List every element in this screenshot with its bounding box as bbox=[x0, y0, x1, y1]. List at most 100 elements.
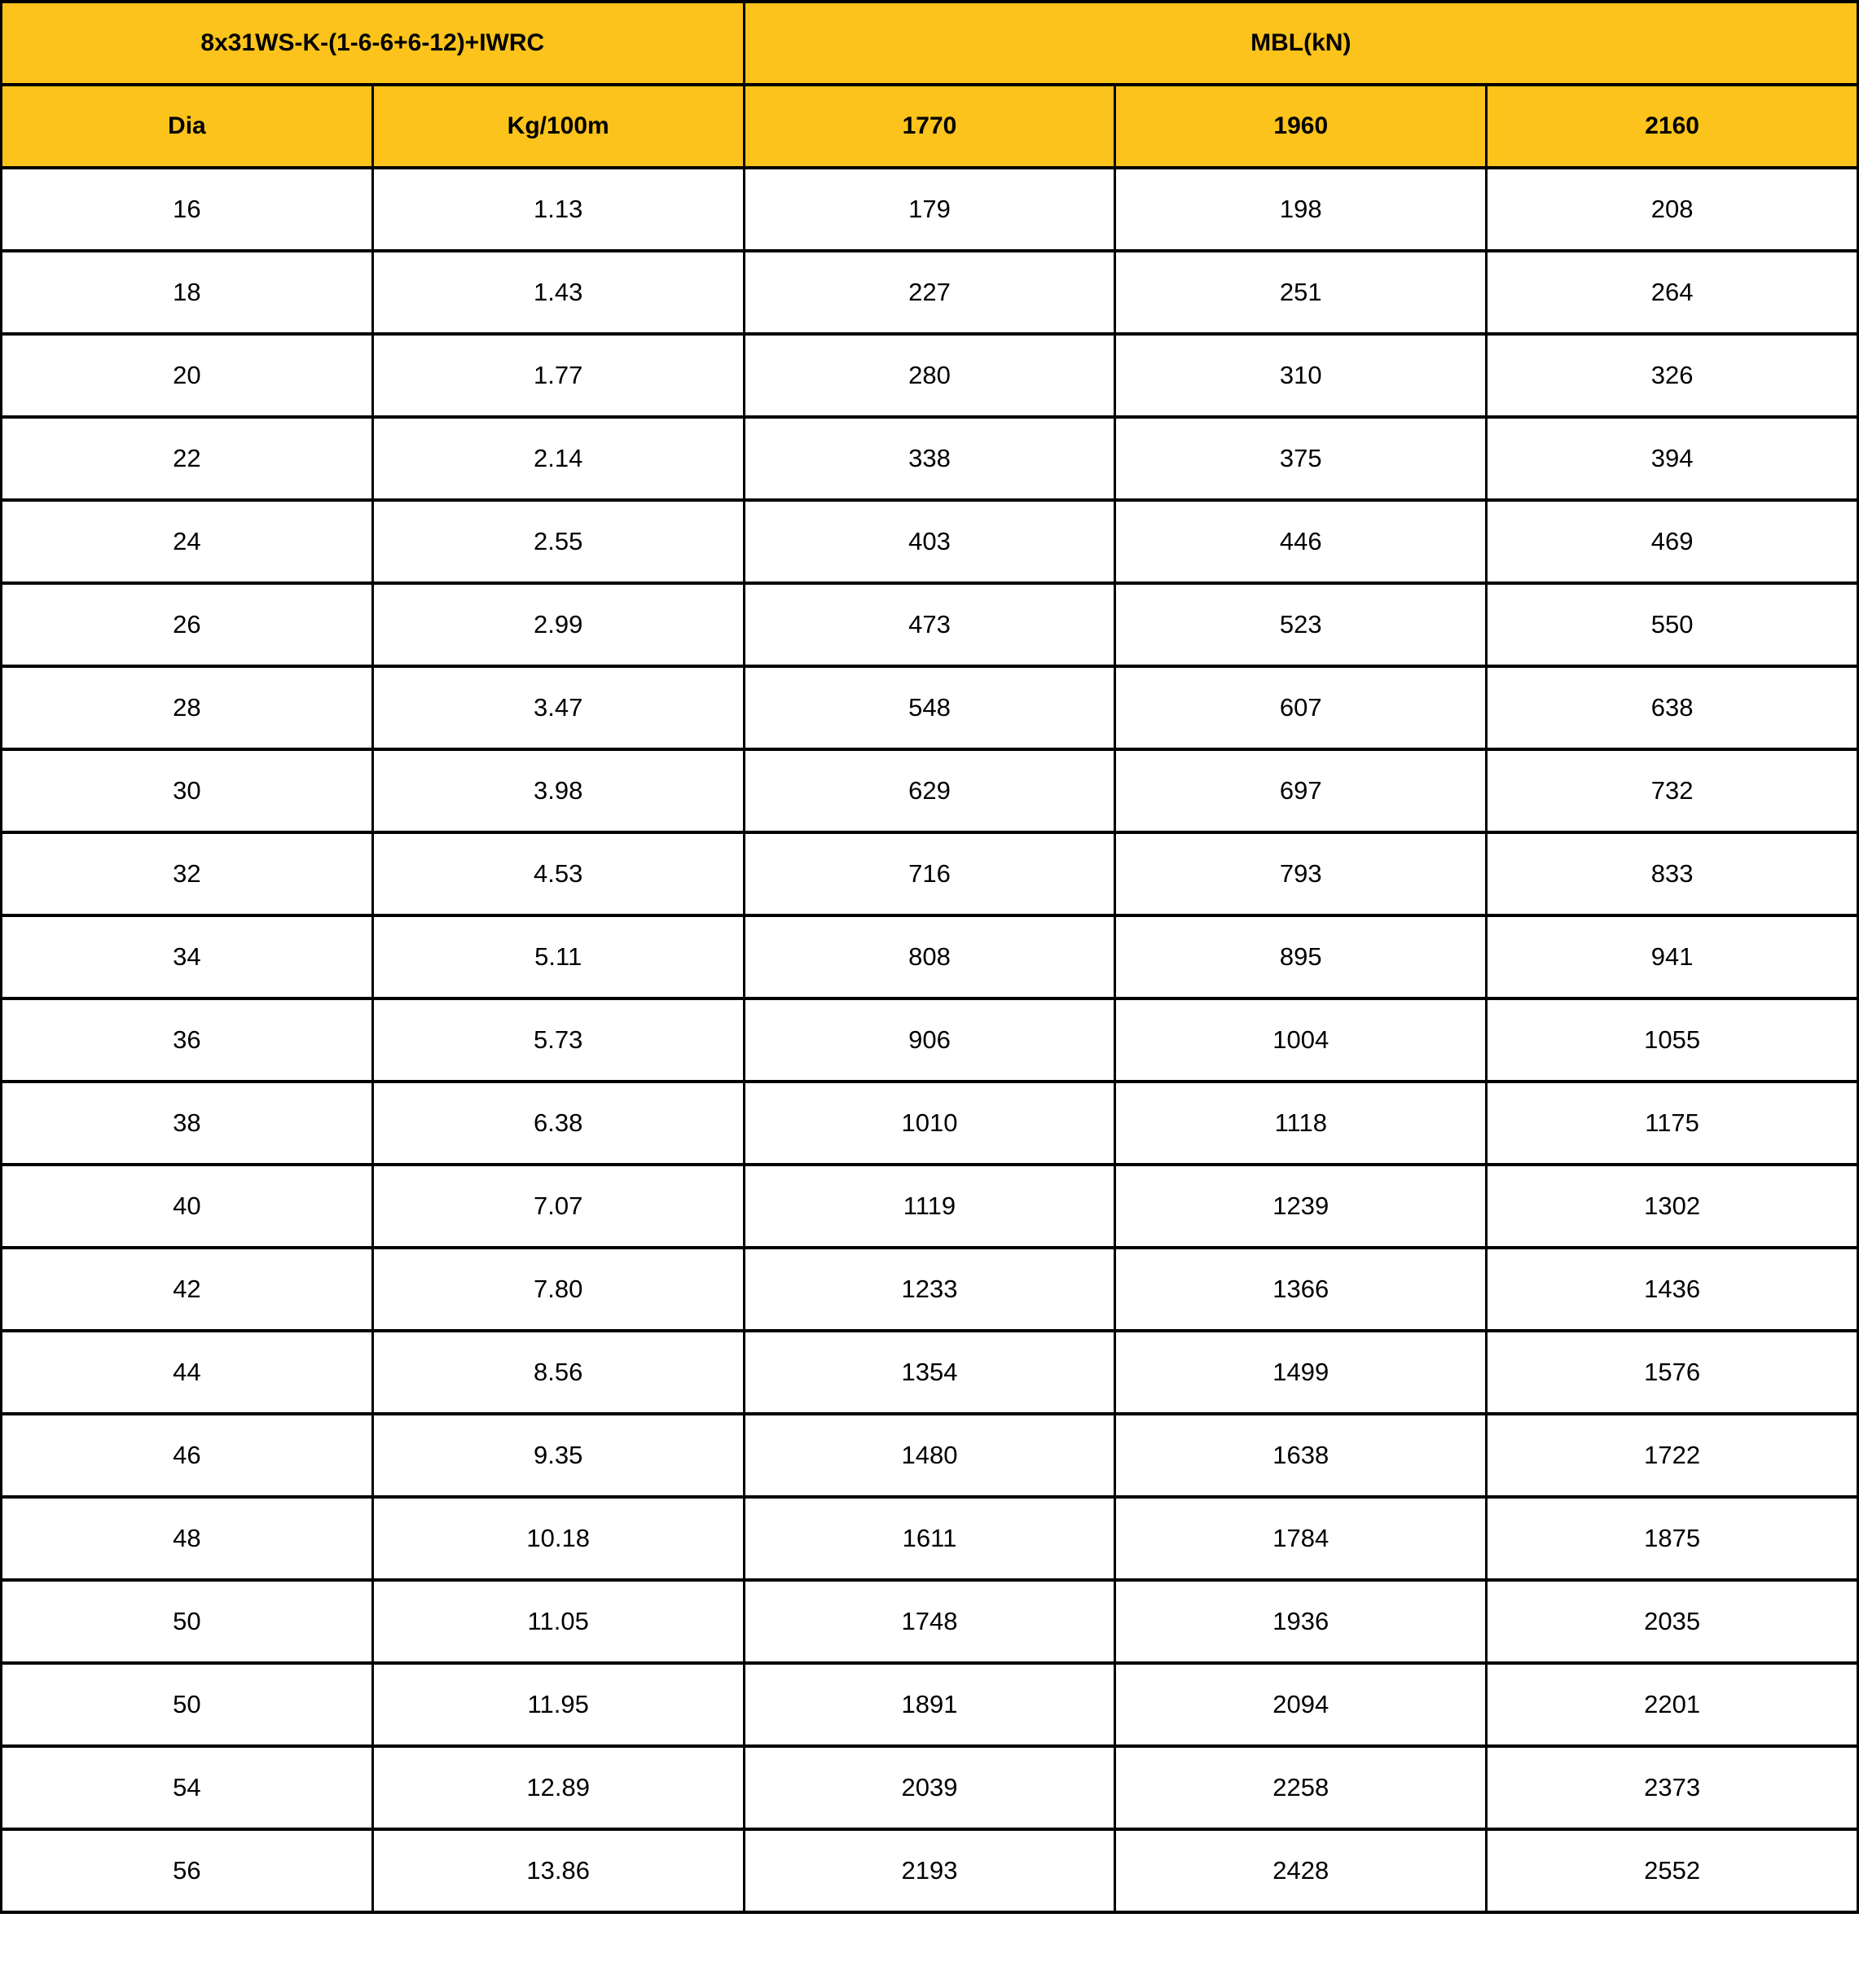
table-row: 22 2.14 338 375 394 bbox=[0, 415, 1859, 502]
cell-dia: 16 bbox=[0, 166, 374, 252]
cell-mbl-2160: 638 bbox=[1485, 665, 1859, 751]
cell-dia: 32 bbox=[0, 831, 374, 917]
cell-mbl-1770: 1480 bbox=[742, 1412, 1117, 1499]
cell-mbl-1960: 1936 bbox=[1114, 1578, 1488, 1665]
cell-mbl-1960: 1366 bbox=[1114, 1246, 1488, 1332]
cell-dia: 44 bbox=[0, 1329, 374, 1415]
cell-mbl-1770: 403 bbox=[742, 498, 1117, 585]
column-header-dia: Dia bbox=[0, 83, 374, 169]
cell-mbl-1770: 808 bbox=[742, 914, 1117, 1000]
cell-dia: 34 bbox=[0, 914, 374, 1000]
cell-mbl-1960: 2094 bbox=[1114, 1661, 1488, 1748]
cell-mbl-2160: 264 bbox=[1485, 249, 1859, 336]
cell-weight: 6.38 bbox=[371, 1080, 745, 1166]
cell-weight: 5.11 bbox=[371, 914, 745, 1000]
cell-weight: 1.13 bbox=[371, 166, 745, 252]
cell-mbl-1770: 1611 bbox=[742, 1495, 1117, 1582]
cell-weight: 7.07 bbox=[371, 1163, 745, 1249]
cell-mbl-1960: 523 bbox=[1114, 581, 1488, 668]
cell-mbl-1770: 338 bbox=[742, 415, 1117, 502]
table-row: 54 12.89 2039 2258 2373 bbox=[0, 1744, 1859, 1831]
cell-weight: 7.80 bbox=[371, 1246, 745, 1332]
cell-mbl-2160: 208 bbox=[1485, 166, 1859, 252]
cell-mbl-2160: 2552 bbox=[1485, 1828, 1859, 1914]
cell-dia: 40 bbox=[0, 1163, 374, 1249]
cell-dia: 56 bbox=[0, 1828, 374, 1914]
table-row: 18 1.43 227 251 264 bbox=[0, 249, 1859, 336]
column-header-1770: 1770 bbox=[742, 83, 1117, 169]
cell-mbl-1770: 1010 bbox=[742, 1080, 1117, 1166]
cell-mbl-1770: 548 bbox=[742, 665, 1117, 751]
cell-dia: 36 bbox=[0, 997, 374, 1083]
table-row: 36 5.73 906 1004 1055 bbox=[0, 997, 1859, 1083]
cell-weight: 3.98 bbox=[371, 748, 745, 834]
table-row: 48 10.18 1611 1784 1875 bbox=[0, 1495, 1859, 1582]
cell-mbl-2160: 1576 bbox=[1485, 1329, 1859, 1415]
table-row: 44 8.56 1354 1499 1576 bbox=[0, 1329, 1859, 1415]
header-row-top: 8x31WS-K-(1-6-6+6-12)+IWRC MBL(kN) bbox=[0, 0, 1859, 86]
cell-mbl-1770: 1233 bbox=[742, 1246, 1117, 1332]
table-row: 42 7.80 1233 1366 1436 bbox=[0, 1246, 1859, 1332]
table-body: 16 1.13 179 198 208 18 1.43 227 251 264 20 1.77 280 3… bbox=[0, 166, 1859, 1914]
table-row: 46 9.35 1480 1638 1722 bbox=[0, 1412, 1859, 1499]
cell-dia: 38 bbox=[0, 1080, 374, 1166]
cell-mbl-1960: 2258 bbox=[1114, 1744, 1488, 1831]
cell-mbl-1960: 607 bbox=[1114, 665, 1488, 751]
cell-dia: 22 bbox=[0, 415, 374, 502]
cell-mbl-2160: 394 bbox=[1485, 415, 1859, 502]
cell-weight: 1.43 bbox=[371, 249, 745, 336]
cell-mbl-1770: 2193 bbox=[742, 1828, 1117, 1914]
table-row: 30 3.98 629 697 732 bbox=[0, 748, 1859, 834]
cell-dia: 24 bbox=[0, 498, 374, 585]
cell-dia: 20 bbox=[0, 332, 374, 419]
cell-mbl-2160: 1055 bbox=[1485, 997, 1859, 1083]
cell-mbl-2160: 1302 bbox=[1485, 1163, 1859, 1249]
cell-mbl-2160: 1722 bbox=[1485, 1412, 1859, 1499]
cell-mbl-1960: 1118 bbox=[1114, 1080, 1488, 1166]
cell-mbl-2160: 833 bbox=[1485, 831, 1859, 917]
cell-mbl-1960: 1239 bbox=[1114, 1163, 1488, 1249]
cell-mbl-2160: 2035 bbox=[1485, 1578, 1859, 1665]
cell-mbl-1770: 473 bbox=[742, 581, 1117, 668]
cell-mbl-2160: 732 bbox=[1485, 748, 1859, 834]
cell-mbl-1960: 375 bbox=[1114, 415, 1488, 502]
cell-weight: 5.73 bbox=[371, 997, 745, 1083]
table-row: 50 11.95 1891 2094 2201 bbox=[0, 1661, 1859, 1748]
cell-mbl-1960: 1638 bbox=[1114, 1412, 1488, 1499]
table-row: 16 1.13 179 198 208 bbox=[0, 166, 1859, 252]
cell-mbl-1770: 1354 bbox=[742, 1329, 1117, 1415]
table-row: 38 6.38 1010 1118 1175 bbox=[0, 1080, 1859, 1166]
table-row: 20 1.77 280 310 326 bbox=[0, 332, 1859, 419]
cell-mbl-2160: 2373 bbox=[1485, 1744, 1859, 1831]
column-header-2160: 2160 bbox=[1485, 83, 1859, 169]
rope-construction-title: 8x31WS-K-(1-6-6+6-12)+IWRC bbox=[0, 0, 745, 86]
cell-mbl-2160: 1436 bbox=[1485, 1246, 1859, 1332]
table-row: 28 3.47 548 607 638 bbox=[0, 665, 1859, 751]
cell-weight: 2.55 bbox=[371, 498, 745, 585]
cell-dia: 50 bbox=[0, 1661, 374, 1748]
table-row: 34 5.11 808 895 941 bbox=[0, 914, 1859, 1000]
cell-mbl-1770: 716 bbox=[742, 831, 1117, 917]
cell-weight: 2.14 bbox=[371, 415, 745, 502]
cell-mbl-2160: 941 bbox=[1485, 914, 1859, 1000]
cell-mbl-1960: 446 bbox=[1114, 498, 1488, 585]
cell-dia: 26 bbox=[0, 581, 374, 668]
cell-weight: 11.95 bbox=[371, 1661, 745, 1748]
cell-weight: 13.86 bbox=[371, 1828, 745, 1914]
cell-mbl-1960: 1004 bbox=[1114, 997, 1488, 1083]
cell-mbl-2160: 550 bbox=[1485, 581, 1859, 668]
cell-mbl-2160: 326 bbox=[1485, 332, 1859, 419]
cell-mbl-1770: 1119 bbox=[742, 1163, 1117, 1249]
cell-dia: 54 bbox=[0, 1744, 374, 1831]
column-header-weight: Kg/100m bbox=[371, 83, 745, 169]
cell-mbl-1770: 179 bbox=[742, 166, 1117, 252]
cell-weight: 2.99 bbox=[371, 581, 745, 668]
cell-mbl-1960: 2428 bbox=[1114, 1828, 1488, 1914]
cell-mbl-1960: 697 bbox=[1114, 748, 1488, 834]
cell-mbl-1770: 629 bbox=[742, 748, 1117, 834]
cell-dia: 28 bbox=[0, 665, 374, 751]
header-row-columns: Dia Kg/100m 1770 1960 2160 bbox=[0, 83, 1859, 169]
cell-weight: 3.47 bbox=[371, 665, 745, 751]
cell-mbl-1960: 1784 bbox=[1114, 1495, 1488, 1582]
cell-weight: 8.56 bbox=[371, 1329, 745, 1415]
